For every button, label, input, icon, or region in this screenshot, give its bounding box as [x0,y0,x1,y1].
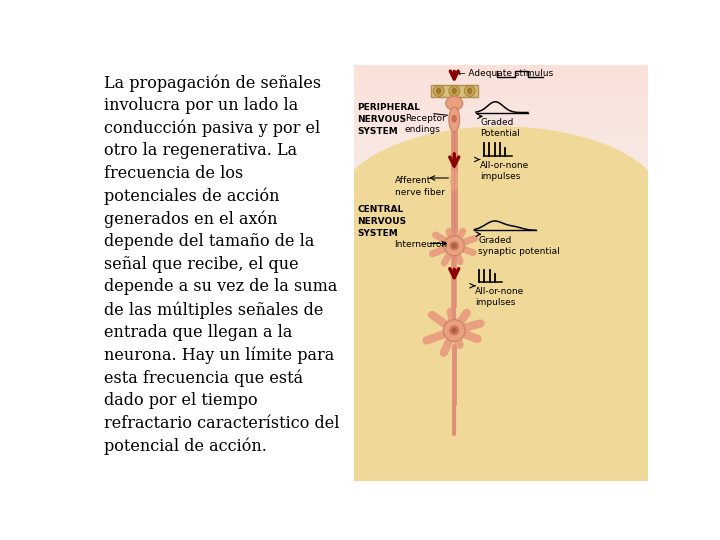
Text: PERIPHERAL
NERVOUS
SYSTEM: PERIPHERAL NERVOUS SYSTEM [357,103,420,136]
Bar [354,137,648,140]
Bar [354,145,648,148]
Text: frecuencia de los: frecuencia de los [104,165,243,182]
Text: Receptor
endings: Receptor endings [405,114,446,134]
Bar [354,123,648,126]
Bar [354,165,648,167]
Bar [354,65,648,481]
Bar [354,109,648,112]
FancyBboxPatch shape [431,85,477,97]
Bar [354,73,648,76]
Bar [354,118,648,120]
Bar [354,143,648,145]
Bar [354,134,648,137]
Bar [354,112,648,114]
Text: dado por el tiempo: dado por el tiempo [104,392,258,409]
Bar [354,129,648,131]
Text: neurona. Hay un límite para: neurona. Hay un límite para [104,347,334,364]
Bar [354,106,648,109]
Bar [354,178,648,181]
Ellipse shape [451,243,457,248]
Text: señal que recibe, el que: señal que recibe, el que [104,256,299,273]
Text: depende del tamaño de la: depende del tamaño de la [104,233,315,250]
Ellipse shape [338,126,664,280]
Ellipse shape [451,168,458,192]
Bar [354,104,648,106]
Bar [354,95,648,98]
Bar [354,151,648,153]
Text: de las múltiples señales de: de las múltiples señales de [104,301,323,319]
Text: All-or-none
impulses: All-or-none impulses [475,287,524,307]
Ellipse shape [451,115,457,123]
Text: CENTRAL
NERVOUS
SYSTEM: CENTRAL NERVOUS SYSTEM [357,205,407,238]
Text: involucra por un lado la: involucra por un lado la [104,97,298,114]
Bar [354,198,648,201]
Bar [354,156,648,159]
Bar [354,170,648,173]
Bar [354,148,648,151]
Bar [354,126,648,129]
Ellipse shape [451,87,457,94]
Ellipse shape [449,241,459,251]
Ellipse shape [464,85,475,96]
Bar [354,173,648,176]
Ellipse shape [449,326,459,335]
Bar [354,159,648,162]
Bar [354,68,648,70]
Bar [354,167,648,170]
Ellipse shape [444,236,464,256]
Ellipse shape [436,87,441,94]
Ellipse shape [449,85,459,96]
Bar [354,90,648,92]
Bar [354,204,648,481]
Text: potenciales de acción: potenciales de acción [104,187,279,205]
Bar [354,98,648,101]
Text: Afferent
nerve fiber: Afferent nerve fiber [395,177,444,197]
Ellipse shape [446,96,463,110]
Bar [354,92,648,95]
Bar [354,195,648,198]
Text: La propagación de señales: La propagación de señales [104,74,321,92]
Bar [354,140,648,143]
Bar [354,114,648,118]
Ellipse shape [444,320,465,341]
Bar [354,82,648,84]
Bar [90,65,354,481]
Bar [354,87,648,90]
Text: Graded
Potential: Graded Potential [481,118,521,138]
Text: Graded
synaptic potential: Graded synaptic potential [478,236,560,256]
Bar [354,131,648,134]
Text: esta frecuencia que está: esta frecuencia que está [104,369,303,387]
Bar [354,79,648,82]
Text: generados en el axón: generados en el axón [104,211,277,228]
Bar [354,201,648,204]
Ellipse shape [433,85,444,96]
Bar [354,101,648,104]
Bar [354,162,648,165]
Bar [354,176,648,178]
Bar [354,181,648,184]
Text: Interneuron: Interneuron [395,240,448,249]
Text: refractario característico del: refractario característico del [104,415,339,432]
Ellipse shape [449,107,459,132]
Bar [354,70,648,73]
Ellipse shape [467,87,472,94]
Bar [354,120,648,123]
Bar [354,184,648,187]
Text: otro la regenerativa. La: otro la regenerativa. La [104,142,297,159]
Text: entrada que llegan a la: entrada que llegan a la [104,324,292,341]
Text: ← Adequate stimulus: ← Adequate stimulus [458,69,554,78]
Text: depende a su vez de la suma: depende a su vez de la suma [104,279,338,295]
Ellipse shape [451,328,457,333]
Text: potencial de acción.: potencial de acción. [104,437,267,455]
Bar [354,192,648,195]
Text: All-or-none
impulses: All-or-none impulses [480,161,529,181]
Bar [354,65,648,68]
Bar [354,153,648,156]
Bar [354,76,648,79]
Bar [354,84,648,87]
Bar [354,190,648,192]
Text: conducción pasiva y por el: conducción pasiva y por el [104,119,320,137]
Bar [354,187,648,190]
